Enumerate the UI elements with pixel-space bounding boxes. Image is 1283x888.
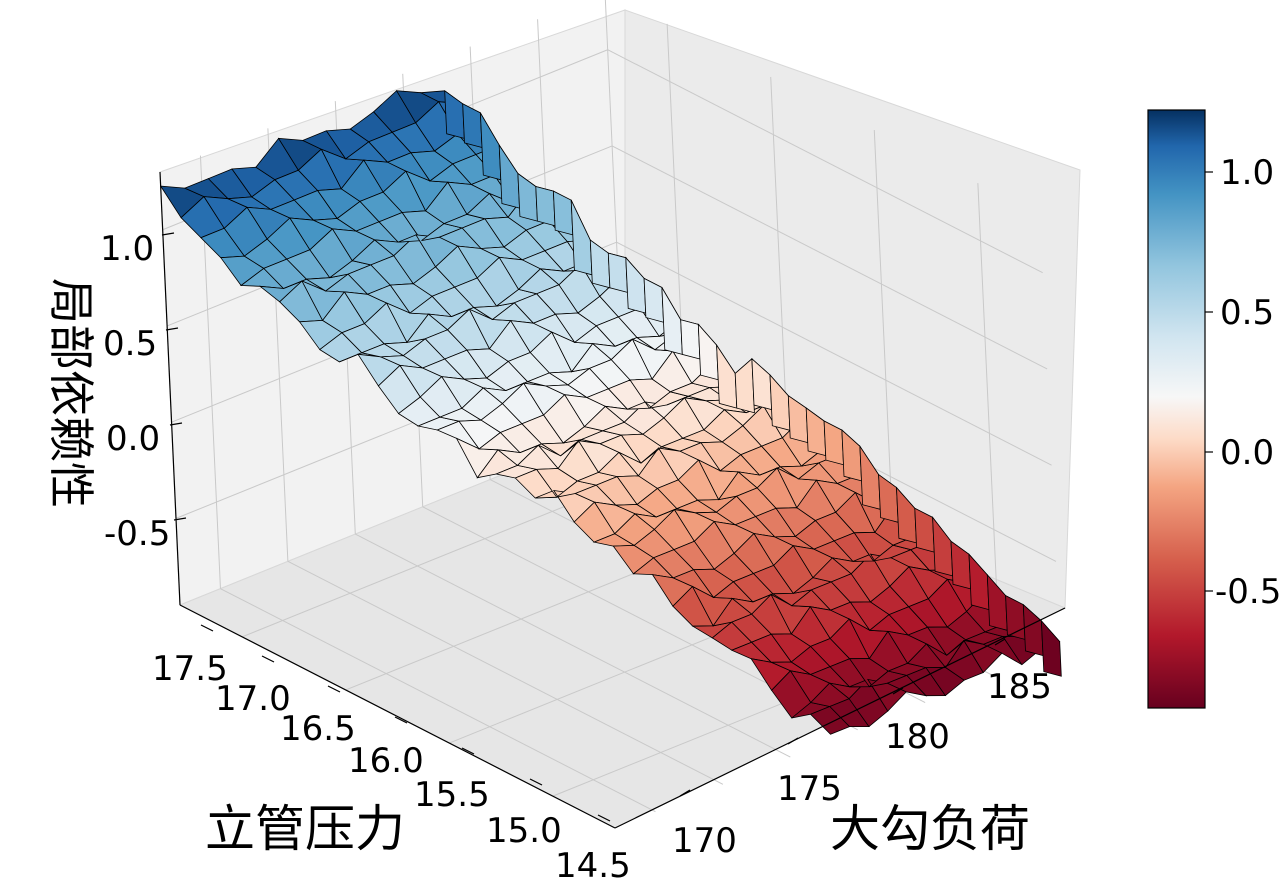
x-axis-title: 大勾负荷 <box>830 800 1030 858</box>
y-tick-label: 17.5 <box>152 649 228 689</box>
x-tick-label: 185 <box>987 667 1052 707</box>
z-grid-line <box>607 49 1043 274</box>
surface-skirt <box>734 357 755 414</box>
y-tick-label: 16.0 <box>348 741 424 781</box>
y-grid-line <box>220 588 656 813</box>
surface-skirt <box>535 185 556 227</box>
x-tick-label: 175 <box>777 769 842 809</box>
y-grid-line <box>355 533 791 758</box>
surface-skirt <box>1040 619 1062 677</box>
z-tick-label: 1.0 <box>100 229 154 269</box>
x-axis-line <box>614 607 1066 829</box>
x-tick-labels: 170 175 180 185 <box>672 638 1052 861</box>
y-tick-label: 15.5 <box>414 775 490 815</box>
z-tick-labels: 1.0 0.5 0.0 -0.5 <box>100 229 187 554</box>
z-tick-label: 0.5 <box>103 324 157 364</box>
y-axis-line <box>179 604 616 829</box>
z-tick-label: -0.5 <box>104 514 170 554</box>
z-grid-line <box>611 145 1048 370</box>
y-tick-labels: 17.5 17.0 16.5 16.0 15.5 15.0 14.5 <box>152 624 631 886</box>
surface-mesh <box>159 89 1062 735</box>
x-tick-label: 170 <box>672 821 737 861</box>
colorbar-tick-label: -0.5 <box>1215 572 1281 612</box>
y-tick-label: 16.5 <box>280 709 356 749</box>
y-axis-title: 立管压力 <box>205 800 405 858</box>
y-tick-label: 15.0 <box>486 811 562 851</box>
y-tick-label: 14.5 <box>555 846 631 886</box>
y-tick-label: 17.0 <box>215 679 291 719</box>
surface-skirt <box>680 319 701 360</box>
colorbar-tick-label: 1.0 <box>1220 153 1274 193</box>
colorbar <box>1147 109 1206 709</box>
colorbar-tick-label: 0.5 <box>1220 293 1274 333</box>
z-axis-title: 局部依赖性 <box>44 278 98 508</box>
surface-skirt <box>607 252 628 293</box>
colorbar-tick-label: 0.0 <box>1220 433 1274 473</box>
z-grid-line <box>616 241 1052 466</box>
x-grid-line <box>977 183 999 617</box>
colorbar-ticks: -0.5 0.0 0.5 1.0 <box>1205 153 1281 612</box>
x-tick-label: 180 <box>885 717 950 757</box>
z-tick-label: 0.0 <box>106 419 160 459</box>
z-axis-line <box>159 171 181 606</box>
y-grid-line <box>287 560 724 785</box>
